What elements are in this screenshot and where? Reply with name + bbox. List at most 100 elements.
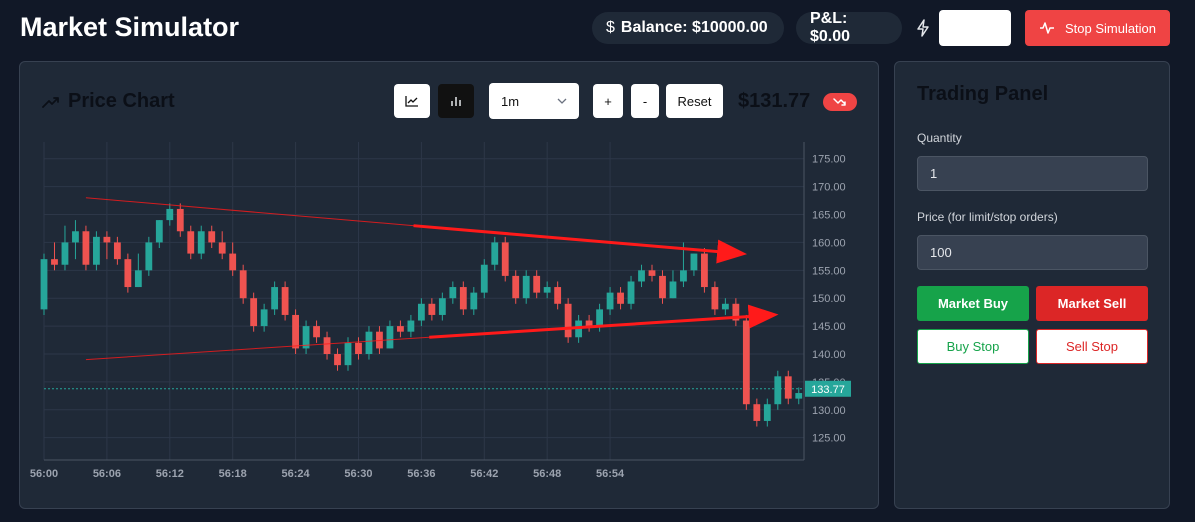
x-tick-label: 56:18 [219,468,247,480]
candle-body [40,259,48,310]
candle-body [701,253,708,288]
candle-body [229,253,237,271]
candle-body [323,337,331,354]
sell-stop-button[interactable]: Sell Stop [1036,329,1148,364]
y-tick-label: 145.00 [812,321,846,333]
candle-body [501,242,509,276]
x-tick-label: 56:48 [533,468,561,480]
quantity-input[interactable] [917,156,1148,191]
candle-body [784,376,792,399]
chevron-down-icon [557,98,567,104]
candle-body [533,275,541,293]
y-tick-label: 175.00 [812,154,846,166]
y-tick-label: 170.00 [812,182,846,194]
x-tick-label: 56:54 [596,468,625,480]
candle-body [627,281,635,304]
candle-body [250,298,258,327]
candle-body [606,292,614,310]
candle-body [134,270,142,288]
market-buy-button[interactable]: Market Buy [917,286,1029,321]
candle-body [302,326,310,349]
candle-body [470,292,478,310]
stop-simulation-button[interactable]: Stop Simulation [1025,10,1170,46]
candle-body [407,320,415,332]
candle-body [690,253,698,271]
candle-body [564,303,572,338]
balance-text: Balance: $10000.00 [620,19,768,36]
candle-body [522,275,530,299]
candle-body [239,270,247,299]
trendline-arrow [429,304,779,339]
candle-body [795,393,803,399]
x-tick-label: 56:42 [470,468,498,480]
candle-body [113,242,121,260]
candle-body [742,320,750,405]
candle-body [145,242,153,271]
candle-body [386,326,394,349]
stop-simulation-label: Stop Simulation [1064,20,1157,36]
candle-body [197,231,205,254]
candle-body [596,309,603,327]
blank-button[interactable] [939,10,1011,46]
candle-body [82,231,90,265]
candle-body [313,326,320,338]
candle-body [218,242,226,254]
price-label: Price (for limit/stop orders) [917,210,1058,224]
candle-body [428,303,436,315]
candle-body [449,287,457,299]
candle-body [554,287,562,304]
candle-body [93,236,100,265]
candle-body [617,292,624,304]
candle-body [260,309,268,327]
y-tick-label: 125.00 [812,433,846,445]
zoom-out-button[interactable]: - [631,84,659,118]
zoom-in-button[interactable]: + [593,84,623,118]
candle-body [711,287,719,310]
candle-body [417,303,425,321]
market-sell-button[interactable]: Market Sell [1036,286,1148,321]
candle-body [124,259,132,288]
candle-body [271,287,279,310]
candle-body [438,298,446,315]
candle-body [543,287,551,293]
chart-header: Price Chart [42,90,175,113]
candle-body [155,220,163,243]
y-tick-label: 160.00 [812,237,846,249]
candle-body [648,270,656,276]
current-price: $131.77 [738,90,811,112]
x-tick-label: 56:12 [156,468,184,480]
line-chart-button[interactable] [394,84,430,118]
candlestick-chart-button[interactable] [438,84,474,118]
candle-body [659,275,666,299]
candle-body [774,376,782,405]
price-input[interactable] [917,235,1148,270]
interval-select[interactable]: 1m [489,83,579,119]
buy-stop-button[interactable]: Buy Stop [917,329,1029,364]
trading-panel-title: Trading Panel [917,83,1049,105]
reset-button[interactable]: Reset [666,84,723,118]
pnl-text: P&L: $0.00 [810,10,851,45]
candle-body [669,281,677,299]
candle-body [334,354,341,366]
candle-body [585,320,593,327]
chart-panel: Price Chart 1m + - Reset $131.77 125.00 1… [19,61,879,509]
last-price-label: 133.77 [811,384,845,396]
candle-body [397,326,404,332]
candle-body [61,242,69,265]
x-tick-label: 56:06 [93,468,121,480]
x-tick-label: 56:24 [282,468,311,480]
candle-body [103,236,111,243]
interval-value: 1m [501,93,520,109]
app-title: Market Simulator [20,12,240,42]
lightning-icon [917,19,929,37]
y-tick-label: 155.00 [812,265,846,277]
price-chart[interactable]: 125.00130.00135.00140.00145.00150.00155.… [20,62,878,508]
candle-body [51,259,58,265]
y-tick-label: 150.00 [812,293,846,305]
y-tick-label: 130.00 [812,405,846,417]
activity-icon [1039,22,1054,34]
candle-body [459,287,467,310]
trendline-arrow [413,224,748,264]
candle-body [166,208,174,221]
candle-body [763,404,771,421]
